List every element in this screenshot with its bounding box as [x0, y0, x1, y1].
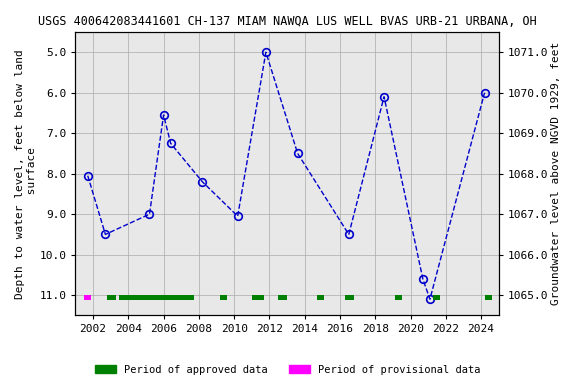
- Bar: [345, 295, 354, 300]
- Bar: [317, 295, 324, 300]
- Bar: [107, 295, 116, 300]
- Y-axis label: Groundwater level above NGVD 1929, feet: Groundwater level above NGVD 1929, feet: [551, 42, 561, 305]
- Bar: [278, 295, 287, 300]
- Bar: [84, 295, 91, 300]
- Title: USGS 400642083441601 CH-137 MIAM NAWQA LUS WELL BVAS URB-21 URBANA, OH: USGS 400642083441601 CH-137 MIAM NAWQA L…: [37, 15, 536, 28]
- Legend: Period of approved data, Period of provisional data: Period of approved data, Period of provi…: [91, 361, 485, 379]
- Bar: [220, 295, 227, 300]
- Y-axis label: Depth to water level, feet below land
 surface: Depth to water level, feet below land su…: [15, 49, 37, 298]
- Bar: [252, 295, 264, 300]
- Bar: [395, 295, 401, 300]
- Bar: [484, 295, 492, 300]
- Bar: [119, 295, 194, 300]
- Bar: [433, 295, 441, 300]
